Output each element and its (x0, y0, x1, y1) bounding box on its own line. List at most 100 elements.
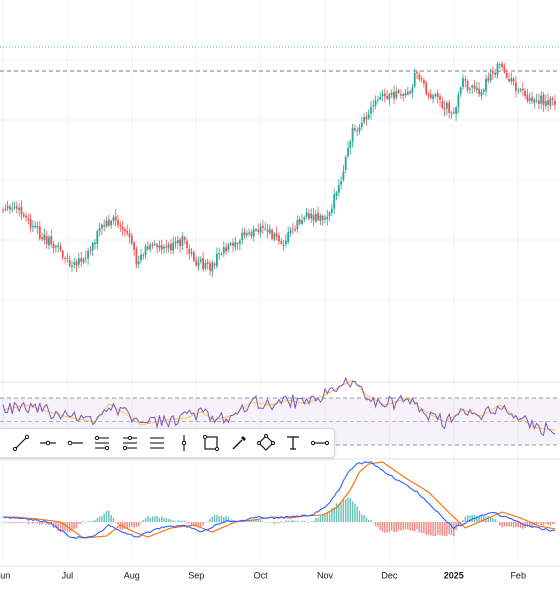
macd-histogram-bar (381, 522, 384, 532)
candle-body (202, 257, 204, 270)
candle-body (176, 240, 179, 244)
macd-histogram-bar (358, 510, 361, 522)
candle-body (360, 122, 363, 128)
macd-histogram-bar (370, 519, 372, 522)
macd-histogram-bar (149, 517, 151, 522)
candle-body (512, 78, 515, 82)
candle-body (515, 82, 517, 91)
macd-histogram-bar (503, 522, 506, 527)
macd-histogram-bar (36, 522, 39, 524)
measure-tool-button[interactable] (307, 430, 334, 456)
macd-histogram-bar (128, 522, 131, 528)
macd-histogram-bar (287, 520, 289, 522)
candle-body (89, 249, 92, 251)
macd-histogram-bar (292, 520, 294, 522)
macd-histogram-bar (368, 520, 370, 522)
macd-histogram-bar (427, 522, 430, 536)
candles (2, 60, 556, 277)
macd-histogram-bar (218, 516, 220, 522)
macd-histogram-bar (62, 522, 64, 531)
macd-histogram-bar (328, 511, 331, 522)
fib-retracement-icon (95, 435, 110, 451)
candle-body (473, 85, 476, 89)
candle-body (489, 73, 492, 81)
candle-body (450, 112, 453, 114)
candle-body (406, 91, 409, 95)
candle-body (273, 233, 276, 240)
macd-histogram-bar (43, 522, 46, 524)
macd-histogram-bar (269, 521, 271, 523)
macd-histogram-bar (425, 522, 427, 535)
candle-body (443, 107, 446, 110)
macd-histogram-bar (506, 522, 508, 526)
macd-histogram-bar (466, 515, 469, 522)
macd-histogram-bar (89, 521, 92, 522)
candle-body (326, 216, 329, 219)
candle-body (248, 232, 250, 234)
candle-body (193, 252, 195, 261)
candle-body (183, 237, 186, 240)
macd-histogram-bar (499, 522, 501, 526)
candle-body (425, 82, 428, 94)
macd-histogram-bar (87, 521, 89, 522)
macd-histogram-bar (407, 522, 409, 530)
candle-body (147, 246, 149, 250)
fib-retracement-tool-button[interactable] (89, 430, 116, 456)
macd-histogram-bar (46, 522, 48, 525)
candle-body (533, 99, 536, 103)
macd-histogram-bar (280, 521, 282, 522)
text-cursor-tool-button[interactable] (280, 430, 307, 456)
candle-body (6, 205, 9, 209)
macd-histogram-bar (305, 522, 308, 523)
candle-body (22, 214, 25, 217)
macd-histogram-bar (140, 522, 142, 523)
rsi-line (2, 376, 556, 437)
candle-body (411, 87, 414, 93)
vertical-line-tool-button[interactable] (171, 430, 198, 456)
candle-body (377, 99, 379, 101)
candle-body (478, 88, 480, 95)
macd-histogram-bar (225, 515, 227, 522)
candle-body (402, 94, 405, 96)
candle-body (15, 206, 18, 209)
macd-histogram-bar (115, 522, 117, 523)
pitchfork-tool-button[interactable] (116, 430, 143, 456)
path-tool-button[interactable] (252, 430, 279, 456)
candle-body (34, 225, 37, 228)
rectangle-tool-button[interactable] (198, 430, 225, 456)
brush-tool-button[interactable] (225, 430, 252, 456)
candle-body (381, 93, 384, 96)
candle-body (492, 72, 494, 74)
macd-histogram-bar (294, 521, 296, 522)
macd-histogram-bar (404, 522, 407, 530)
trend-line-tool-button[interactable] (7, 430, 34, 456)
horizontal-line-tool-button[interactable] (34, 430, 61, 456)
candle-body (130, 235, 133, 244)
candle-body (87, 250, 89, 259)
macd-histogram-bar (501, 522, 503, 528)
candle-body (418, 74, 421, 80)
horizontal-ray-icon (67, 440, 84, 446)
candle-body (232, 242, 234, 246)
macd-histogram-bar (179, 520, 181, 522)
candle-body (75, 261, 78, 266)
macd-histogram-bar (310, 521, 312, 522)
candle-body (73, 262, 76, 265)
candle-body (204, 263, 207, 269)
candle-body (308, 213, 310, 219)
macd-histogram-bar (508, 522, 510, 527)
parallel-channel-tool-button[interactable] (143, 430, 170, 456)
candle-body (291, 228, 294, 230)
macd-histogram-bar (464, 516, 466, 522)
candle-body (374, 100, 377, 106)
candle-body (287, 232, 290, 243)
macd-histogram-bar (32, 522, 34, 525)
horizontal-ray-tool-button[interactable] (62, 430, 89, 456)
macd-histogram-bar (98, 516, 101, 522)
candle-body (388, 93, 391, 100)
macd-histogram-bar (450, 522, 453, 535)
brush-icon (232, 436, 246, 450)
macd-histogram-bar (335, 503, 338, 522)
x-axis: Jun Jul Aug Sep Oct Nov Dec 2025 Feb (0, 570, 526, 580)
